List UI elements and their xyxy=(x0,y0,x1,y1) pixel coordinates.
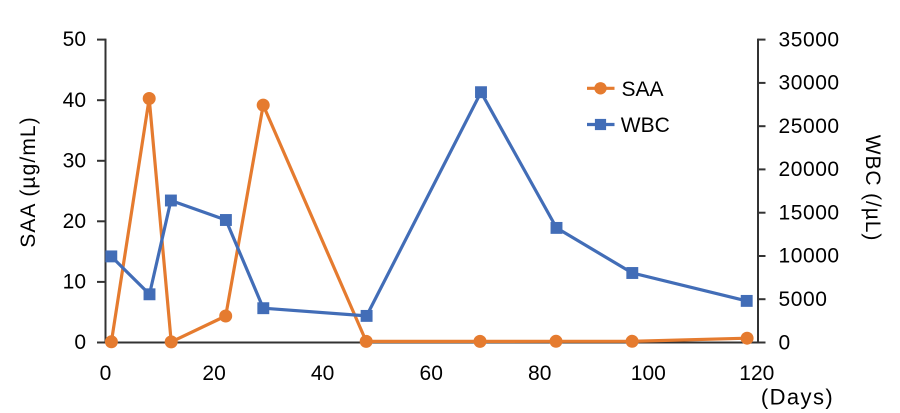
svg-text:0: 0 xyxy=(100,362,112,385)
svg-text:15000: 15000 xyxy=(779,202,840,225)
svg-text:10: 10 xyxy=(63,271,86,294)
svg-text:30: 30 xyxy=(63,149,86,172)
svg-text:20000: 20000 xyxy=(779,158,840,181)
svg-text:40: 40 xyxy=(63,89,86,112)
svg-text:50: 50 xyxy=(63,28,86,51)
svg-text:60: 60 xyxy=(420,362,443,385)
svg-text:SAA: SAA xyxy=(622,78,664,101)
svg-text:100: 100 xyxy=(631,362,666,385)
svg-text:25000: 25000 xyxy=(779,115,840,138)
svg-text:WBC: WBC xyxy=(621,114,670,137)
svg-text:80: 80 xyxy=(528,362,551,385)
svg-text:0: 0 xyxy=(779,331,791,354)
svg-text:35000: 35000 xyxy=(779,28,840,51)
svg-text:(Days): (Days) xyxy=(761,385,834,410)
svg-text:30000: 30000 xyxy=(779,72,840,95)
svg-text:0: 0 xyxy=(74,331,86,354)
svg-text:SAA (µg/mL): SAA (µg/mL) xyxy=(17,116,40,248)
svg-text:WBC (/µL): WBC (/µL) xyxy=(861,135,884,242)
svg-text:20: 20 xyxy=(202,362,225,385)
svg-text:20: 20 xyxy=(63,210,86,233)
svg-text:10000: 10000 xyxy=(779,245,840,268)
svg-text:40: 40 xyxy=(311,362,334,385)
svg-text:5000: 5000 xyxy=(779,288,828,311)
svg-text:120: 120 xyxy=(739,362,774,385)
